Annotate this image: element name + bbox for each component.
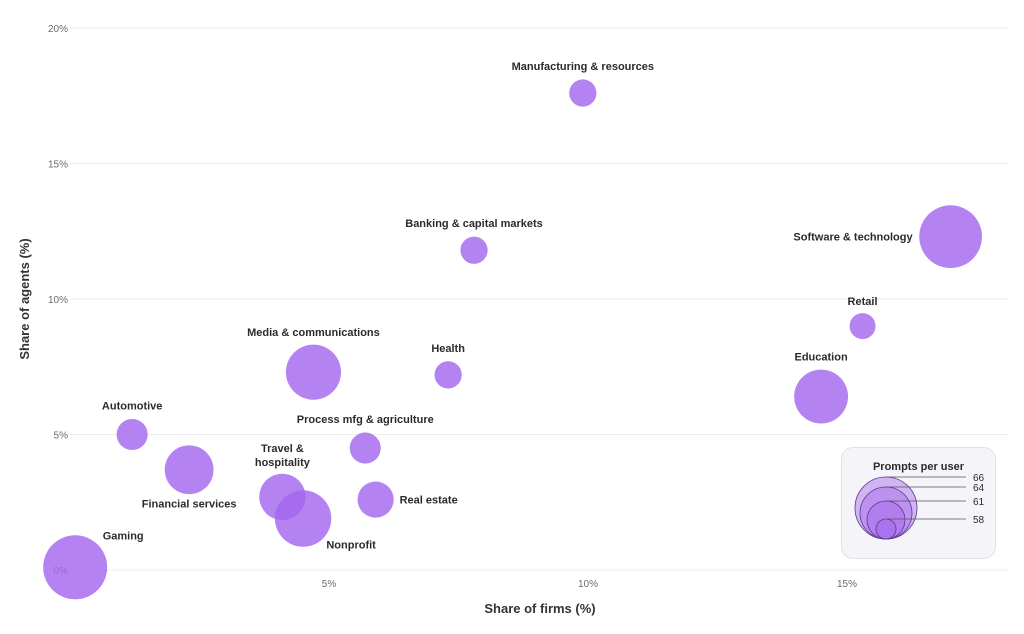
bubble-banking-capital-markets	[460, 236, 488, 264]
bubble-label-automotive: Automotive	[102, 401, 163, 413]
y-tick-label: 5%	[54, 431, 69, 442]
size-legend-value: 58	[973, 515, 985, 526]
y-tick-label: 20%	[48, 24, 68, 35]
bubble-label-retail: Retail	[848, 296, 878, 308]
x-tick-label: 10%	[578, 579, 598, 590]
size-legend-value: 61	[973, 497, 985, 508]
bubble-label-manufacturing-resources: Manufacturing & resources	[512, 61, 654, 73]
bubble-automotive	[116, 418, 148, 451]
x-axis-title: Share of firms (%)	[484, 601, 595, 616]
size-legend-value: 64	[973, 483, 985, 494]
bubble-label-education: Education	[795, 352, 848, 364]
x-tick-label: 5%	[322, 579, 337, 590]
bubble-nonprofit	[274, 490, 332, 547]
bubble-label-health: Health	[431, 343, 465, 355]
bubble-education	[794, 369, 849, 424]
bubble-real-estate	[357, 481, 394, 518]
y-axis-title: Share of agents (%)	[17, 238, 32, 359]
bubble-label-banking-capital-markets: Banking & capital markets	[405, 218, 543, 230]
bubble-label-nonprofit: Nonprofit	[326, 540, 376, 552]
bubble-financial-services	[164, 445, 214, 495]
bubble-label-gaming: Gaming	[103, 530, 144, 542]
x-tick-label: 15%	[837, 579, 857, 590]
bubble-label-process-mfg-agriculture: Process mfg & agriculture	[297, 414, 434, 426]
size-legend-circle	[875, 518, 897, 540]
bubble-manufacturing-resources	[569, 79, 597, 107]
bubble-software-technology	[919, 205, 982, 269]
size-legend-value: 66	[973, 473, 985, 484]
grid-lines	[70, 27, 1008, 571]
bubble-label-travel-hospitality: Travel & hospitality	[255, 443, 311, 469]
bubble-label-software-technology: Software & technology	[793, 232, 913, 244]
size-legend-title: Prompts per user	[872, 461, 965, 473]
bubble-label-real-estate: Real estate	[400, 495, 458, 507]
size-legend: Prompts per user 66 64 61 58	[841, 447, 996, 559]
y-tick-label: 15%	[48, 160, 68, 171]
bubbles	[43, 79, 982, 600]
y-tick-label: 10%	[48, 295, 68, 306]
bubble-label-financial-services: Financial services	[142, 499, 237, 511]
bubble-health	[434, 361, 462, 389]
bubble-retail	[849, 313, 876, 340]
bubble-labels: Manufacturing & resources Banking & capit…	[102, 61, 914, 551]
bubble-media-communications	[285, 344, 342, 400]
bubble-process-mfg-agriculture	[349, 432, 381, 464]
bubble-label-media-communications: Media & communications	[247, 327, 380, 339]
bubble-gaming	[43, 535, 108, 600]
